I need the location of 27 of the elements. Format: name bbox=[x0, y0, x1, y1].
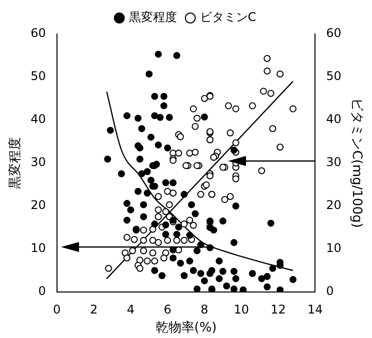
y-tick-label: 50 bbox=[30, 69, 46, 84]
legend-label: 黒変程度 bbox=[128, 10, 177, 24]
y-tick-label: 40 bbox=[30, 112, 46, 126]
y2-tick-label: 40 bbox=[326, 112, 342, 126]
y-axis-title: 黒変程度 bbox=[7, 137, 24, 189]
x-tick-label: 4 bbox=[126, 302, 134, 316]
y2-tick-label: 60 bbox=[326, 26, 342, 40]
x-tick-label: 0 bbox=[53, 302, 61, 316]
y2-tick-label: 0 bbox=[326, 284, 334, 298]
x-tick-label: 10 bbox=[234, 302, 249, 316]
x-tick-label: 2 bbox=[90, 302, 98, 316]
y-tick-label: 30 bbox=[30, 155, 46, 170]
x-tick-label: 6 bbox=[164, 302, 172, 316]
y2-tick-label: 20 bbox=[326, 198, 342, 212]
x-tick-label: 14 bbox=[307, 302, 323, 316]
x-tick-label: 8 bbox=[200, 302, 208, 316]
x-tick-label: 12 bbox=[270, 302, 286, 316]
y2-tick-label: 30 bbox=[326, 155, 342, 170]
y-tick-label: 20 bbox=[30, 198, 46, 212]
y2-tick-label: 10 bbox=[326, 241, 342, 256]
y2-tick-label: 50 bbox=[326, 69, 342, 84]
y2-axis-title: ビタミンC(mg/100g) bbox=[348, 98, 364, 228]
legend-label: ビタミンC bbox=[200, 10, 256, 24]
y-tick-label: 10 bbox=[30, 241, 46, 256]
x-axis-title: 乾物率(%) bbox=[155, 320, 217, 336]
y-tick-label: 60 bbox=[30, 26, 46, 40]
y-tick-label: 0 bbox=[38, 284, 46, 298]
